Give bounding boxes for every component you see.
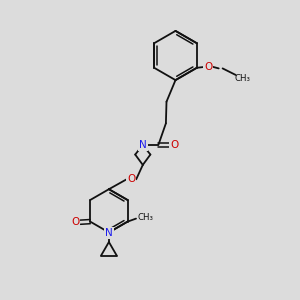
Text: O: O	[170, 140, 178, 150]
Text: O: O	[71, 217, 79, 227]
Text: CH₃: CH₃	[138, 213, 154, 222]
Text: N: N	[139, 140, 147, 150]
Text: N: N	[105, 228, 113, 238]
Text: O: O	[127, 174, 136, 184]
Text: O: O	[204, 62, 212, 72]
Text: CH₃: CH₃	[234, 74, 250, 83]
